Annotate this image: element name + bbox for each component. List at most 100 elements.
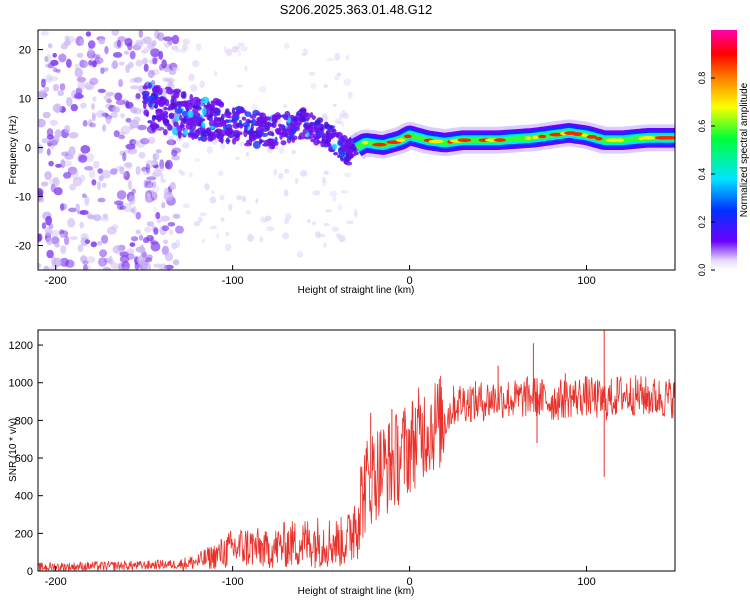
heat-blob [150,241,161,252]
heat-blob [118,61,125,66]
heat-blob [106,226,117,235]
heat-blob [161,59,167,69]
heat-blob [263,116,272,121]
heat-blob [76,210,86,215]
heat-blob [76,52,84,58]
heat-blob [62,160,73,167]
heat-blob [239,124,244,129]
heat-blob [87,40,96,49]
heat-blob [111,30,120,37]
heat-blob [149,123,157,127]
heat-blob [142,36,152,45]
heat-blob [46,134,54,140]
heat-blob [151,185,160,193]
heat-hotspot [616,138,625,142]
heat-blob [209,225,217,230]
heat-blob [44,56,49,62]
heat-blob [155,211,161,220]
heat-blob [116,190,127,200]
heat-blob [112,52,123,58]
heat-blob [213,118,222,126]
heat-blob [142,169,152,176]
heat-blob [283,42,290,49]
heat-blob [207,136,212,142]
heat-blob [173,121,179,127]
heat-blob [328,132,333,137]
heat-blob [101,182,107,188]
heat-blob [333,152,339,156]
y-tick-label: 20 [19,45,31,57]
heat-blob [137,124,147,131]
heat-blob [236,105,242,113]
colorbar-tick-label: 0.0 [697,264,707,277]
heat-blob [46,148,51,156]
heat-blob [129,120,140,129]
heat-blob [68,146,76,157]
heat-hotspot [396,138,406,142]
heat-blob [150,48,161,57]
heat-blob [129,242,136,248]
heat-blob [110,112,118,119]
heat-blob [138,152,146,159]
heat-blob [66,58,72,68]
heat-blob [102,124,107,132]
heat-blob [97,88,106,93]
heat-blob [132,139,139,147]
heat-blob [157,32,165,41]
heat-blob [143,63,149,72]
heat-blob [182,203,190,209]
heat-blob [153,100,162,104]
x-tick-label: 0 [407,275,413,287]
heat-blob [105,116,112,125]
heat-hotspot [372,142,387,147]
heat-blob [174,108,183,114]
heat-blob [53,257,62,268]
heat-blob [147,82,152,89]
heat-blob [300,116,306,123]
heat-blob [38,144,44,154]
heat-blob [97,168,103,174]
heat-blob [215,128,222,133]
heat-blob [101,169,112,179]
heat-blob [338,149,345,158]
heat-blob [68,207,78,213]
spectrogram-heatmap [38,30,675,270]
heat-blob [329,190,338,197]
heat-blob [118,134,126,140]
snr-line-series [38,330,675,571]
heat-hotspot [663,136,675,140]
y-tick-label: 1000 [9,378,33,390]
heat-blob [201,238,206,244]
heat-blob [165,161,170,169]
heat-blob [153,227,159,235]
heat-blob [182,142,190,149]
heat-blob [38,118,46,128]
heat-blob [237,49,241,57]
heat-blob [168,78,173,87]
heat-blob [110,168,118,175]
heat-blob [153,206,158,213]
heat-blob [50,236,60,245]
heat-blob [192,111,201,119]
heat-blob [60,159,66,169]
heat-blob [334,52,341,61]
heat-blob [75,203,80,212]
heat-blob [46,236,53,246]
heat-blob [97,240,102,246]
heat-blob [295,177,299,184]
heat-blob [100,217,110,222]
heat-blob [220,142,226,150]
colorbar-ticks: 0.0 0.2 0.4 0.6 0.8 [697,72,715,277]
heat-blob [60,203,65,212]
heat-blob [57,90,64,97]
snr-ylabel: SNR (10 * v/v) [8,418,19,482]
heat-blob [113,130,120,138]
heat-blob [283,104,287,108]
heat-blob [164,123,171,126]
heat-blob [256,116,264,122]
heat-blob [341,109,347,118]
y-tick-label: 400 [15,491,33,503]
